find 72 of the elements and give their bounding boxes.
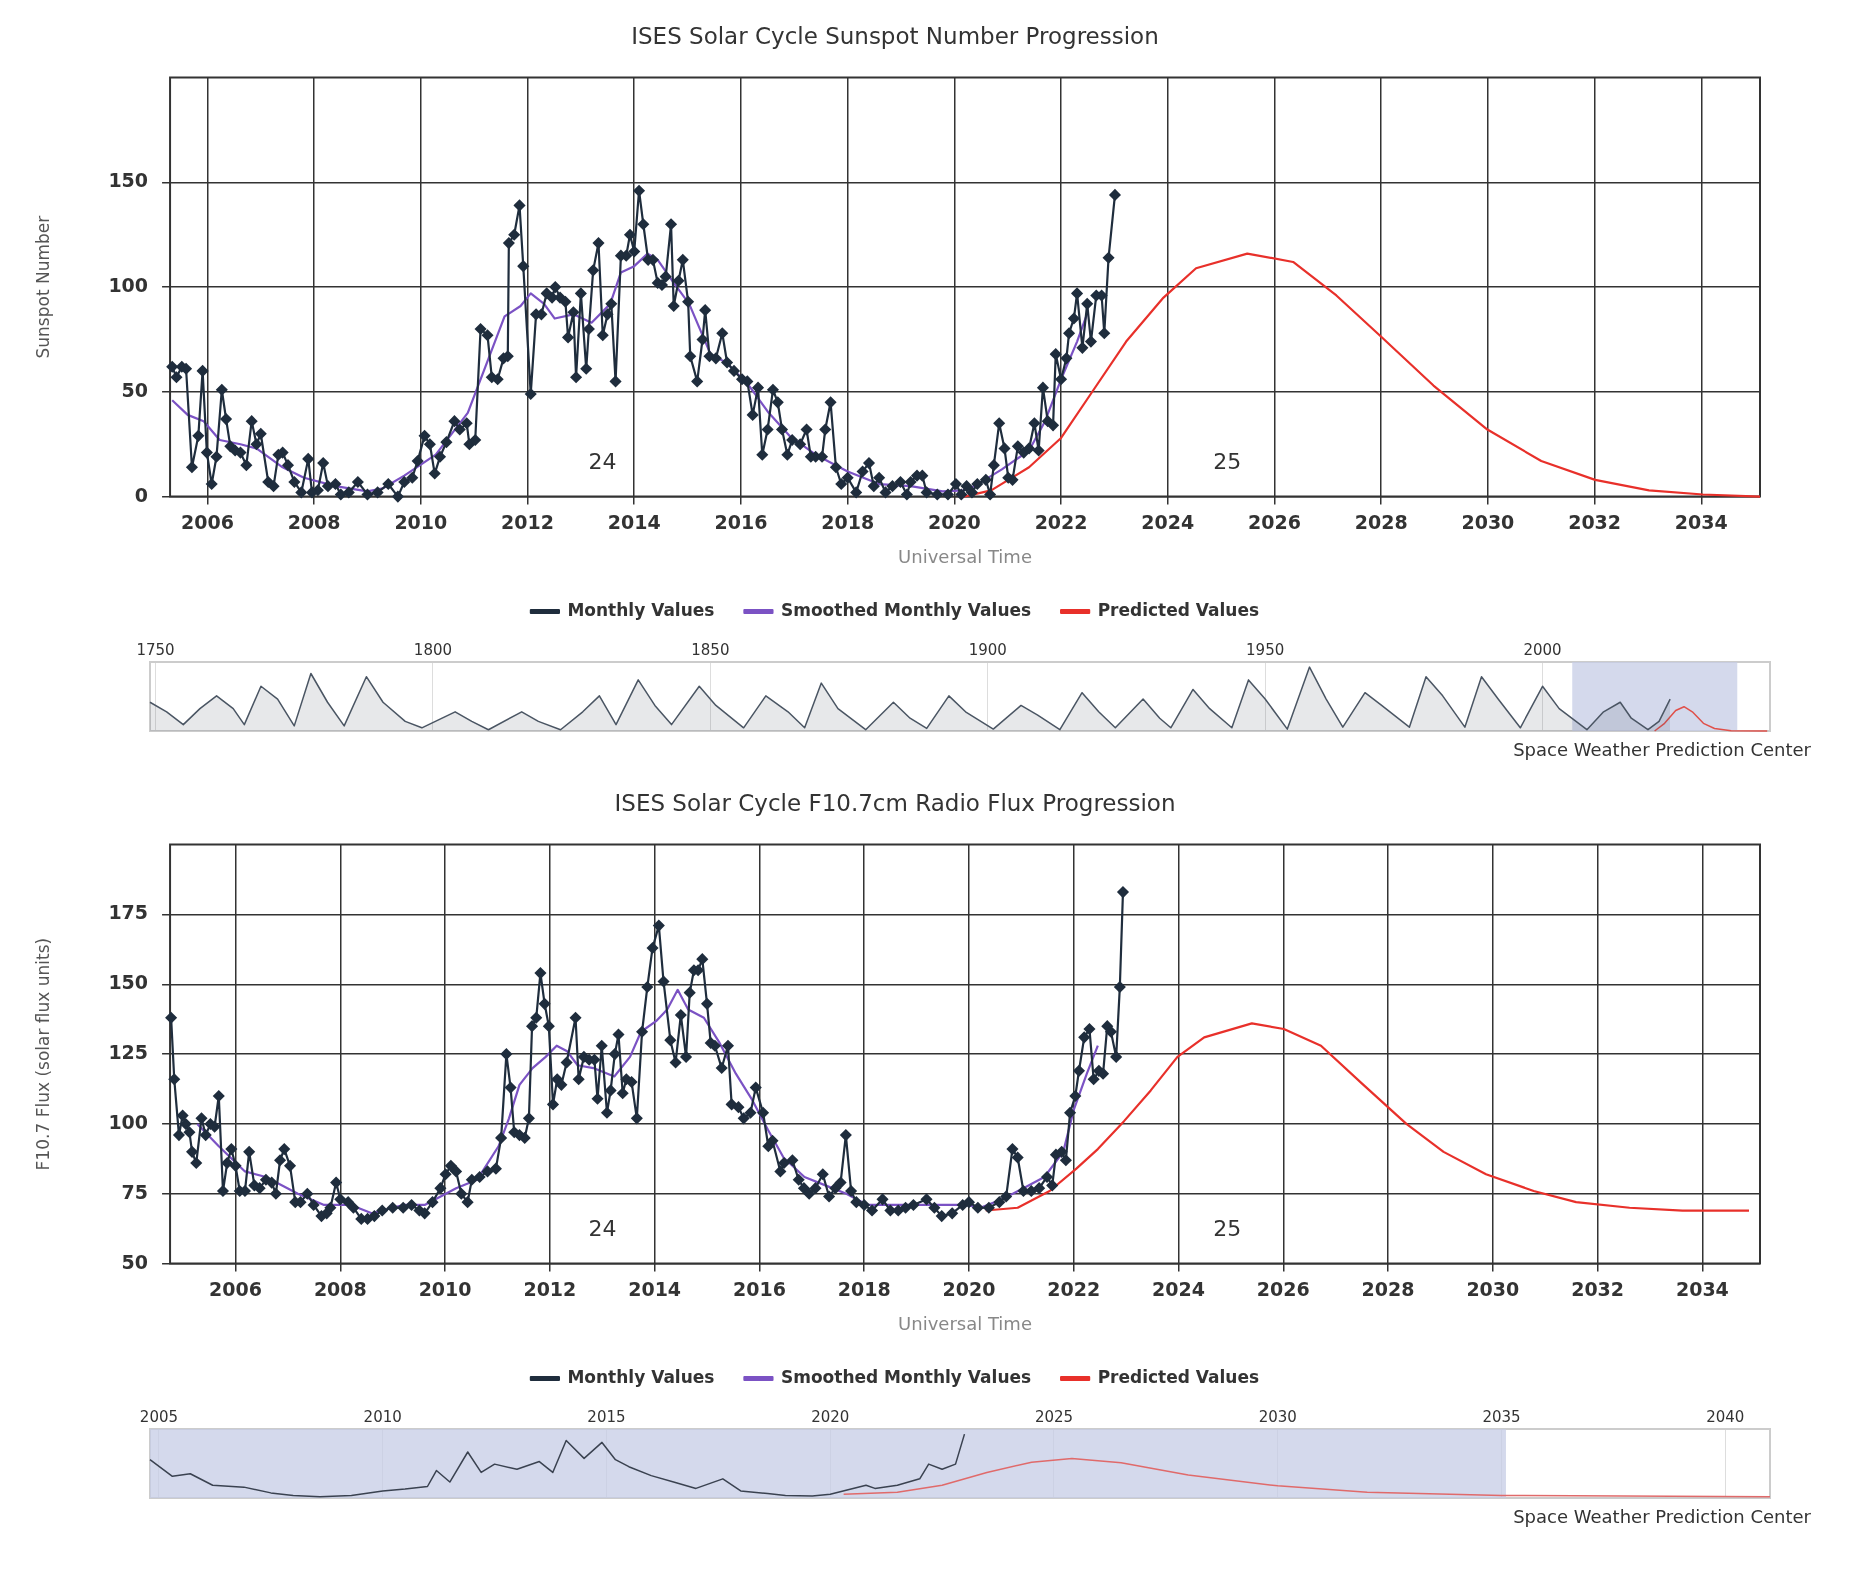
y-tick-label: 175 bbox=[108, 901, 149, 924]
x-tick-label: 1800 bbox=[413, 640, 453, 659]
x-tick-label: 2034 bbox=[1675, 1277, 1729, 1300]
x-tick-label: 2028 bbox=[1361, 1277, 1415, 1300]
x-axis-title: Universal Time bbox=[898, 545, 1032, 567]
x-tick-label: 2010 bbox=[363, 1407, 402, 1426]
x-tick-label: 2022 bbox=[1047, 1277, 1101, 1300]
y-tick-label: 150 bbox=[108, 169, 149, 192]
x-tick-label: 2015 bbox=[587, 1407, 626, 1426]
x-tick-label: 2024 bbox=[1152, 1277, 1205, 1300]
chart-title: ISES Solar Cycle Sunspot Number Progression bbox=[631, 22, 1159, 49]
legend-label: Monthly Values bbox=[567, 599, 715, 620]
y-axis-title: F10.7 Flux (solar flux units) bbox=[32, 937, 53, 1171]
x-tick-label: 2020 bbox=[942, 1277, 996, 1300]
x-tick-label: 2024 bbox=[1141, 510, 1195, 533]
annotation: 25 bbox=[1213, 1215, 1242, 1241]
x-tick-label: 2000 bbox=[1523, 640, 1562, 659]
y-tick-label: 50 bbox=[121, 378, 149, 401]
x-tick-label: 2034 bbox=[1674, 510, 1728, 533]
legend-label: Smoothed Monthly Values bbox=[780, 599, 1032, 620]
x-tick-label: 2030 bbox=[1258, 1407, 1297, 1426]
x-tick-label: 2018 bbox=[837, 1277, 891, 1300]
x-tick-label: 2012 bbox=[501, 510, 554, 533]
x-tick-label: 2030 bbox=[1461, 510, 1515, 533]
x-tick-label: 2008 bbox=[313, 1277, 367, 1300]
legend-label: Smoothed Monthly Values bbox=[780, 1366, 1032, 1387]
y-tick-label: 75 bbox=[121, 1180, 149, 1203]
y-tick-label: 150 bbox=[108, 971, 149, 994]
legend-label: Monthly Values bbox=[567, 1366, 715, 1387]
x-tick-label: 2026 bbox=[1256, 1277, 1310, 1300]
x-axis-title: Universal Time bbox=[898, 1312, 1032, 1334]
x-tick-label: 2035 bbox=[1482, 1407, 1521, 1426]
y-tick-label: 100 bbox=[108, 274, 149, 297]
y-axis-title: Sunspot Number bbox=[32, 215, 53, 359]
x-tick-label: 2014 bbox=[607, 510, 661, 533]
x-tick-label: 1900 bbox=[968, 640, 1007, 659]
x-tick-label: 2040 bbox=[1706, 1407, 1745, 1426]
x-tick-label: 2016 bbox=[732, 1277, 786, 1300]
y-tick-label: 100 bbox=[108, 1110, 149, 1133]
legend-label: Predicted Values bbox=[1097, 599, 1260, 620]
x-tick-label: 2028 bbox=[1354, 510, 1408, 533]
x-tick-label: 2032 bbox=[1571, 1277, 1625, 1300]
x-tick-label: 2006 bbox=[209, 1277, 262, 1300]
x-tick-label: 2018 bbox=[821, 510, 875, 533]
text: Space Weather Prediction Center bbox=[1512, 738, 1812, 762]
x-tick-label: 2030 bbox=[1466, 1277, 1520, 1300]
x-tick-label: 2010 bbox=[394, 510, 448, 533]
annotation: 24 bbox=[588, 1215, 617, 1241]
x-tick-label: 2016 bbox=[714, 510, 768, 533]
text: Space Weather Prediction Center bbox=[1512, 1505, 1812, 1529]
x-tick-label: 1750 bbox=[136, 640, 175, 659]
x-tick-label: 2006 bbox=[180, 510, 234, 533]
x-tick-label: 1950 bbox=[1246, 640, 1285, 659]
x-tick-label: 2010 bbox=[418, 1277, 472, 1300]
x-tick-label: 2020 bbox=[927, 510, 981, 533]
x-tick-label: 2014 bbox=[628, 1277, 682, 1300]
x-tick-label: 2025 bbox=[1034, 1407, 1074, 1426]
y-tick-label: 0 bbox=[134, 483, 149, 506]
annotation: 25 bbox=[1213, 448, 1242, 474]
x-tick-label: 2008 bbox=[287, 510, 341, 533]
y-tick-label: 125 bbox=[108, 1041, 149, 1064]
chart-title: ISES Solar Cycle F10.7cm Radio Flux Progression bbox=[614, 789, 1176, 816]
annotation: 24 bbox=[588, 448, 617, 474]
x-tick-label: 1850 bbox=[691, 640, 730, 659]
x-tick-label: 2022 bbox=[1034, 510, 1088, 533]
x-tick-label: 2026 bbox=[1248, 510, 1301, 533]
x-tick-label: 2012 bbox=[523, 1277, 577, 1300]
x-tick-label: 2005 bbox=[139, 1407, 179, 1426]
legend-label: Predicted Values bbox=[1097, 1366, 1260, 1387]
x-tick-label: 2032 bbox=[1568, 510, 1622, 533]
x-tick-label: 2020 bbox=[811, 1407, 850, 1426]
y-tick-label: 50 bbox=[121, 1250, 149, 1273]
